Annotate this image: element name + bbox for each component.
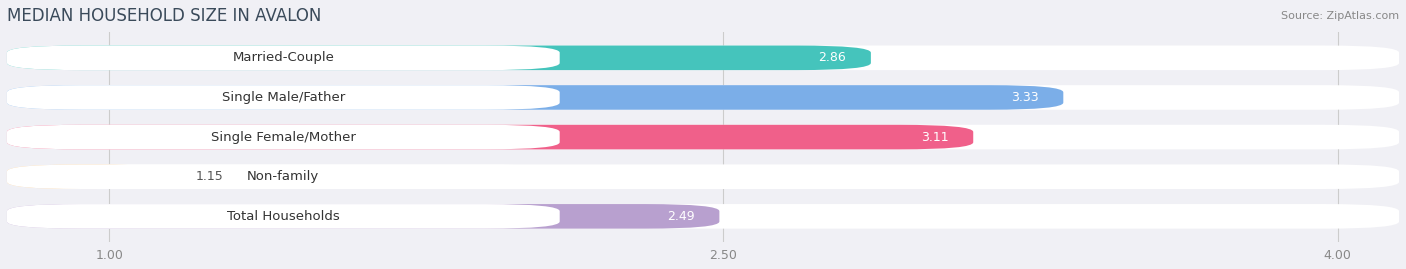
FancyBboxPatch shape [7,164,170,189]
Text: 3.11: 3.11 [921,130,949,144]
FancyBboxPatch shape [7,204,720,229]
Text: 3.33: 3.33 [1011,91,1039,104]
Text: 2.86: 2.86 [818,51,846,64]
FancyBboxPatch shape [7,85,1399,110]
FancyBboxPatch shape [7,85,1063,110]
FancyBboxPatch shape [7,85,560,110]
Text: Source: ZipAtlas.com: Source: ZipAtlas.com [1281,11,1399,21]
Text: Single Male/Father: Single Male/Father [222,91,344,104]
FancyBboxPatch shape [7,125,560,149]
Text: Non-family: Non-family [247,170,319,183]
FancyBboxPatch shape [7,164,560,189]
FancyBboxPatch shape [7,125,1399,149]
Text: 2.49: 2.49 [668,210,695,223]
Text: Married-Couple: Married-Couple [232,51,335,64]
FancyBboxPatch shape [7,45,560,70]
Text: 1.15: 1.15 [195,170,224,183]
Text: MEDIAN HOUSEHOLD SIZE IN AVALON: MEDIAN HOUSEHOLD SIZE IN AVALON [7,7,322,25]
FancyBboxPatch shape [7,204,1399,229]
FancyBboxPatch shape [7,204,560,229]
Text: Total Households: Total Households [226,210,340,223]
FancyBboxPatch shape [7,125,973,149]
Text: Single Female/Mother: Single Female/Mother [211,130,356,144]
FancyBboxPatch shape [7,164,1399,189]
FancyBboxPatch shape [7,45,870,70]
FancyBboxPatch shape [7,45,1399,70]
